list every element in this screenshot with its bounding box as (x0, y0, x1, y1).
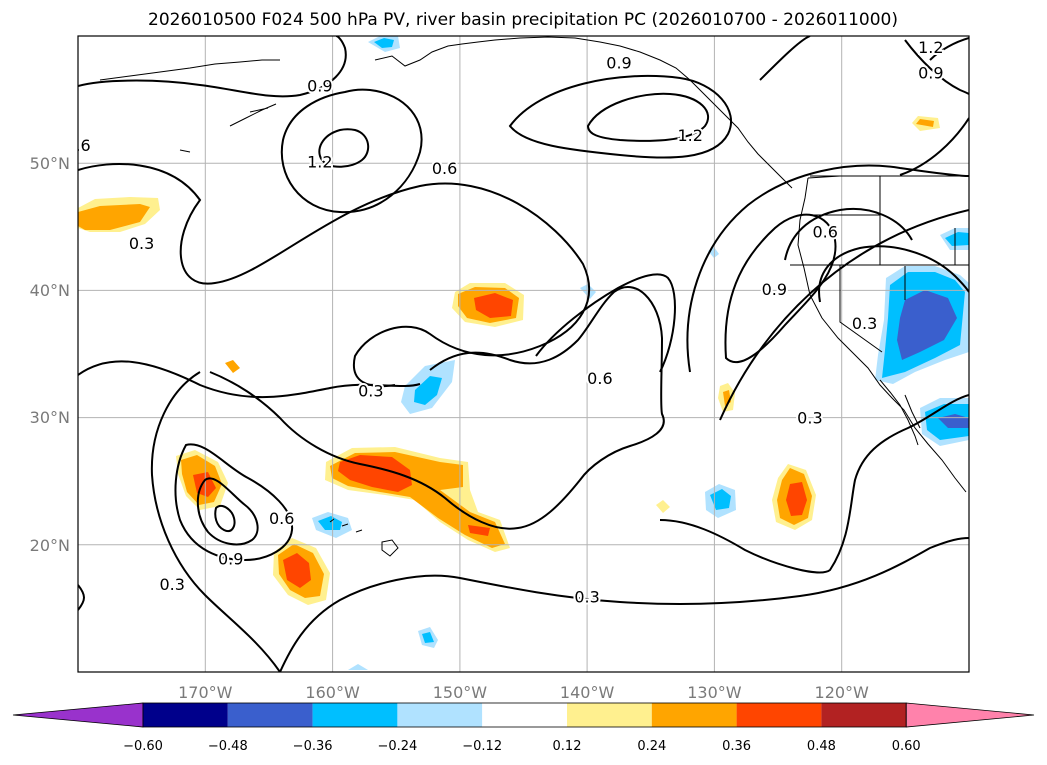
lon-tick-label: 150°W (433, 683, 488, 702)
lat-tick-label: 20°N (30, 536, 70, 555)
colorbar-cell (482, 703, 567, 727)
border-states (790, 176, 969, 353)
contour-label: 0.6 (65, 136, 90, 155)
contour-1.2-ne (929, 37, 969, 61)
contour-label: 0.3 (574, 588, 599, 607)
colorbar-tick-label: −0.12 (462, 739, 502, 754)
lon-tick-label: 170°W (178, 683, 233, 702)
colorbar-cell (397, 703, 483, 727)
colorbar-tick-label: −0.48 (208, 739, 248, 754)
coast-west-na (797, 177, 967, 493)
lat-tick-label: 30°N (30, 408, 70, 427)
lon-tick-label: 140°W (560, 683, 615, 702)
graticule (78, 36, 969, 672)
colorbar-tick-label: −0.36 (293, 739, 333, 754)
colorbar-tick-label: −0.24 (377, 739, 417, 754)
contour-0.9-ne (904, 39, 969, 95)
contour-0.6-inner (784, 208, 969, 303)
shade-negative-small (312, 36, 969, 670)
map-background (78, 36, 969, 672)
lon-tick-label: 120°W (815, 683, 870, 702)
lat-axis: 50°N 40°N 30°N 20°N (30, 154, 70, 555)
contour-label: 0.3 (159, 575, 184, 594)
colorbar-cells (143, 703, 907, 727)
contour-label: 0.9 (307, 76, 332, 95)
colorbar-tick-label: 0.24 (637, 739, 666, 754)
contour-0.9-aleutian (280, 88, 423, 214)
colorbar-cell (736, 703, 822, 727)
contour-label: 1.2 (307, 153, 332, 172)
contour-label: 0.6 (587, 369, 612, 388)
colorbar-tick-label: −0.60 (123, 739, 163, 754)
contour-label: 0.9 (218, 550, 243, 569)
colorbar-tick-label: 0.36 (722, 739, 751, 754)
shade-positive-150w-40n (452, 283, 524, 327)
contour-1.2-gulf (586, 92, 710, 142)
contour-labels: 0.6 0.9 1.2 0.9 1.2 0.6 0.3 0.3 0.6 0.9 0.6 0.3 0.3 0… (65, 36, 946, 609)
contour-label: 0.6 (812, 223, 837, 242)
contour-label: 0.3 (852, 314, 877, 333)
contour-0.3-nw (78, 584, 85, 611)
contour-label: 0.6 (269, 509, 294, 528)
colorbar-cell (567, 703, 652, 727)
map-panel: 0.6 0.9 1.2 0.9 1.2 0.6 0.3 0.3 0.6 0.9 0.6 0.3 0.3 0… (65, 35, 970, 673)
lat-tick-label: 50°N (30, 154, 70, 173)
contour-0.6-north-pacific (78, 163, 590, 388)
lon-tick-label: 160°W (305, 683, 360, 702)
contour-1.2-aleutian (318, 128, 370, 168)
colorbar-extend-min (12, 702, 144, 728)
shade-positive-163w-18n (273, 538, 330, 605)
shade-positive-small (225, 116, 940, 513)
figure-title: 2026010500 F024 500 hPa PV, river basin … (148, 10, 898, 30)
lon-tick-label: 130°W (687, 683, 742, 702)
contour-0.9-gulf (508, 74, 732, 159)
contour-0.3-sw (150, 371, 281, 672)
colorbar-cell (312, 703, 398, 727)
contour-0.6-northwest (78, 36, 347, 98)
contour-0.6-ne-arc (759, 36, 969, 176)
colorbar: −0.60 −0.48 −0.36 −0.24 −0.12 0.12 0.24 … (12, 702, 1035, 754)
contour-0.9-sw (196, 477, 259, 546)
colorbar-cell (821, 703, 907, 727)
colorbar-ticks: −0.60 −0.48 −0.36 −0.24 −0.12 0.12 0.24 … (123, 739, 921, 754)
colorbar-frame (142, 702, 907, 728)
contour-label: 0.9 (762, 280, 787, 299)
pv-contours (78, 36, 969, 672)
contour-label: 0.3 (797, 408, 822, 427)
contour-label: 1.2 (677, 126, 702, 145)
lon-axis: 170°W 160°W 150°W 140°W 130°W 120°W (178, 683, 869, 702)
colorbar-tick-label: 0.60 (892, 739, 921, 754)
contour-0.6-coast (686, 164, 969, 373)
colorbar-cell (143, 703, 228, 727)
contour-label: 0.3 (129, 234, 154, 253)
colorbar-cell (651, 703, 737, 727)
shade-negative-115w-36n (875, 266, 969, 384)
contour-label: 0.9 (606, 54, 631, 73)
contour-0.3-basin (78, 285, 665, 530)
lat-tick-label: 40°N (30, 281, 70, 300)
contour-0.6-east (535, 273, 676, 373)
contour-label: 0.3 (358, 382, 383, 401)
map-frame (77, 35, 970, 673)
coast-hawaii (329, 518, 399, 557)
border-us-canada (807, 175, 969, 179)
colorbar-cell (227, 703, 313, 727)
colorbar-extend-max (905, 702, 1035, 728)
shade-positive-west-edge (78, 197, 160, 232)
contour-label: 0.6 (432, 159, 457, 178)
coast-aleutians (99, 59, 280, 153)
colorbar-tick-label: 0.48 (807, 739, 836, 754)
contour-1.2-sw (214, 504, 236, 532)
coast-alaska (374, 36, 793, 189)
contour-label: 0.9 (918, 64, 943, 83)
contour-0.3-southeast (659, 394, 969, 574)
contour-0.3-south (279, 537, 969, 672)
contour-0.3-ne (719, 209, 969, 421)
contour-0.6-sw (174, 443, 294, 562)
colorbar-tick-label: 0.12 (553, 739, 582, 754)
shade-positive-124w-24n (772, 464, 816, 530)
contour-0.9-coast (724, 213, 837, 364)
contour-label: 1.2 (918, 38, 943, 57)
